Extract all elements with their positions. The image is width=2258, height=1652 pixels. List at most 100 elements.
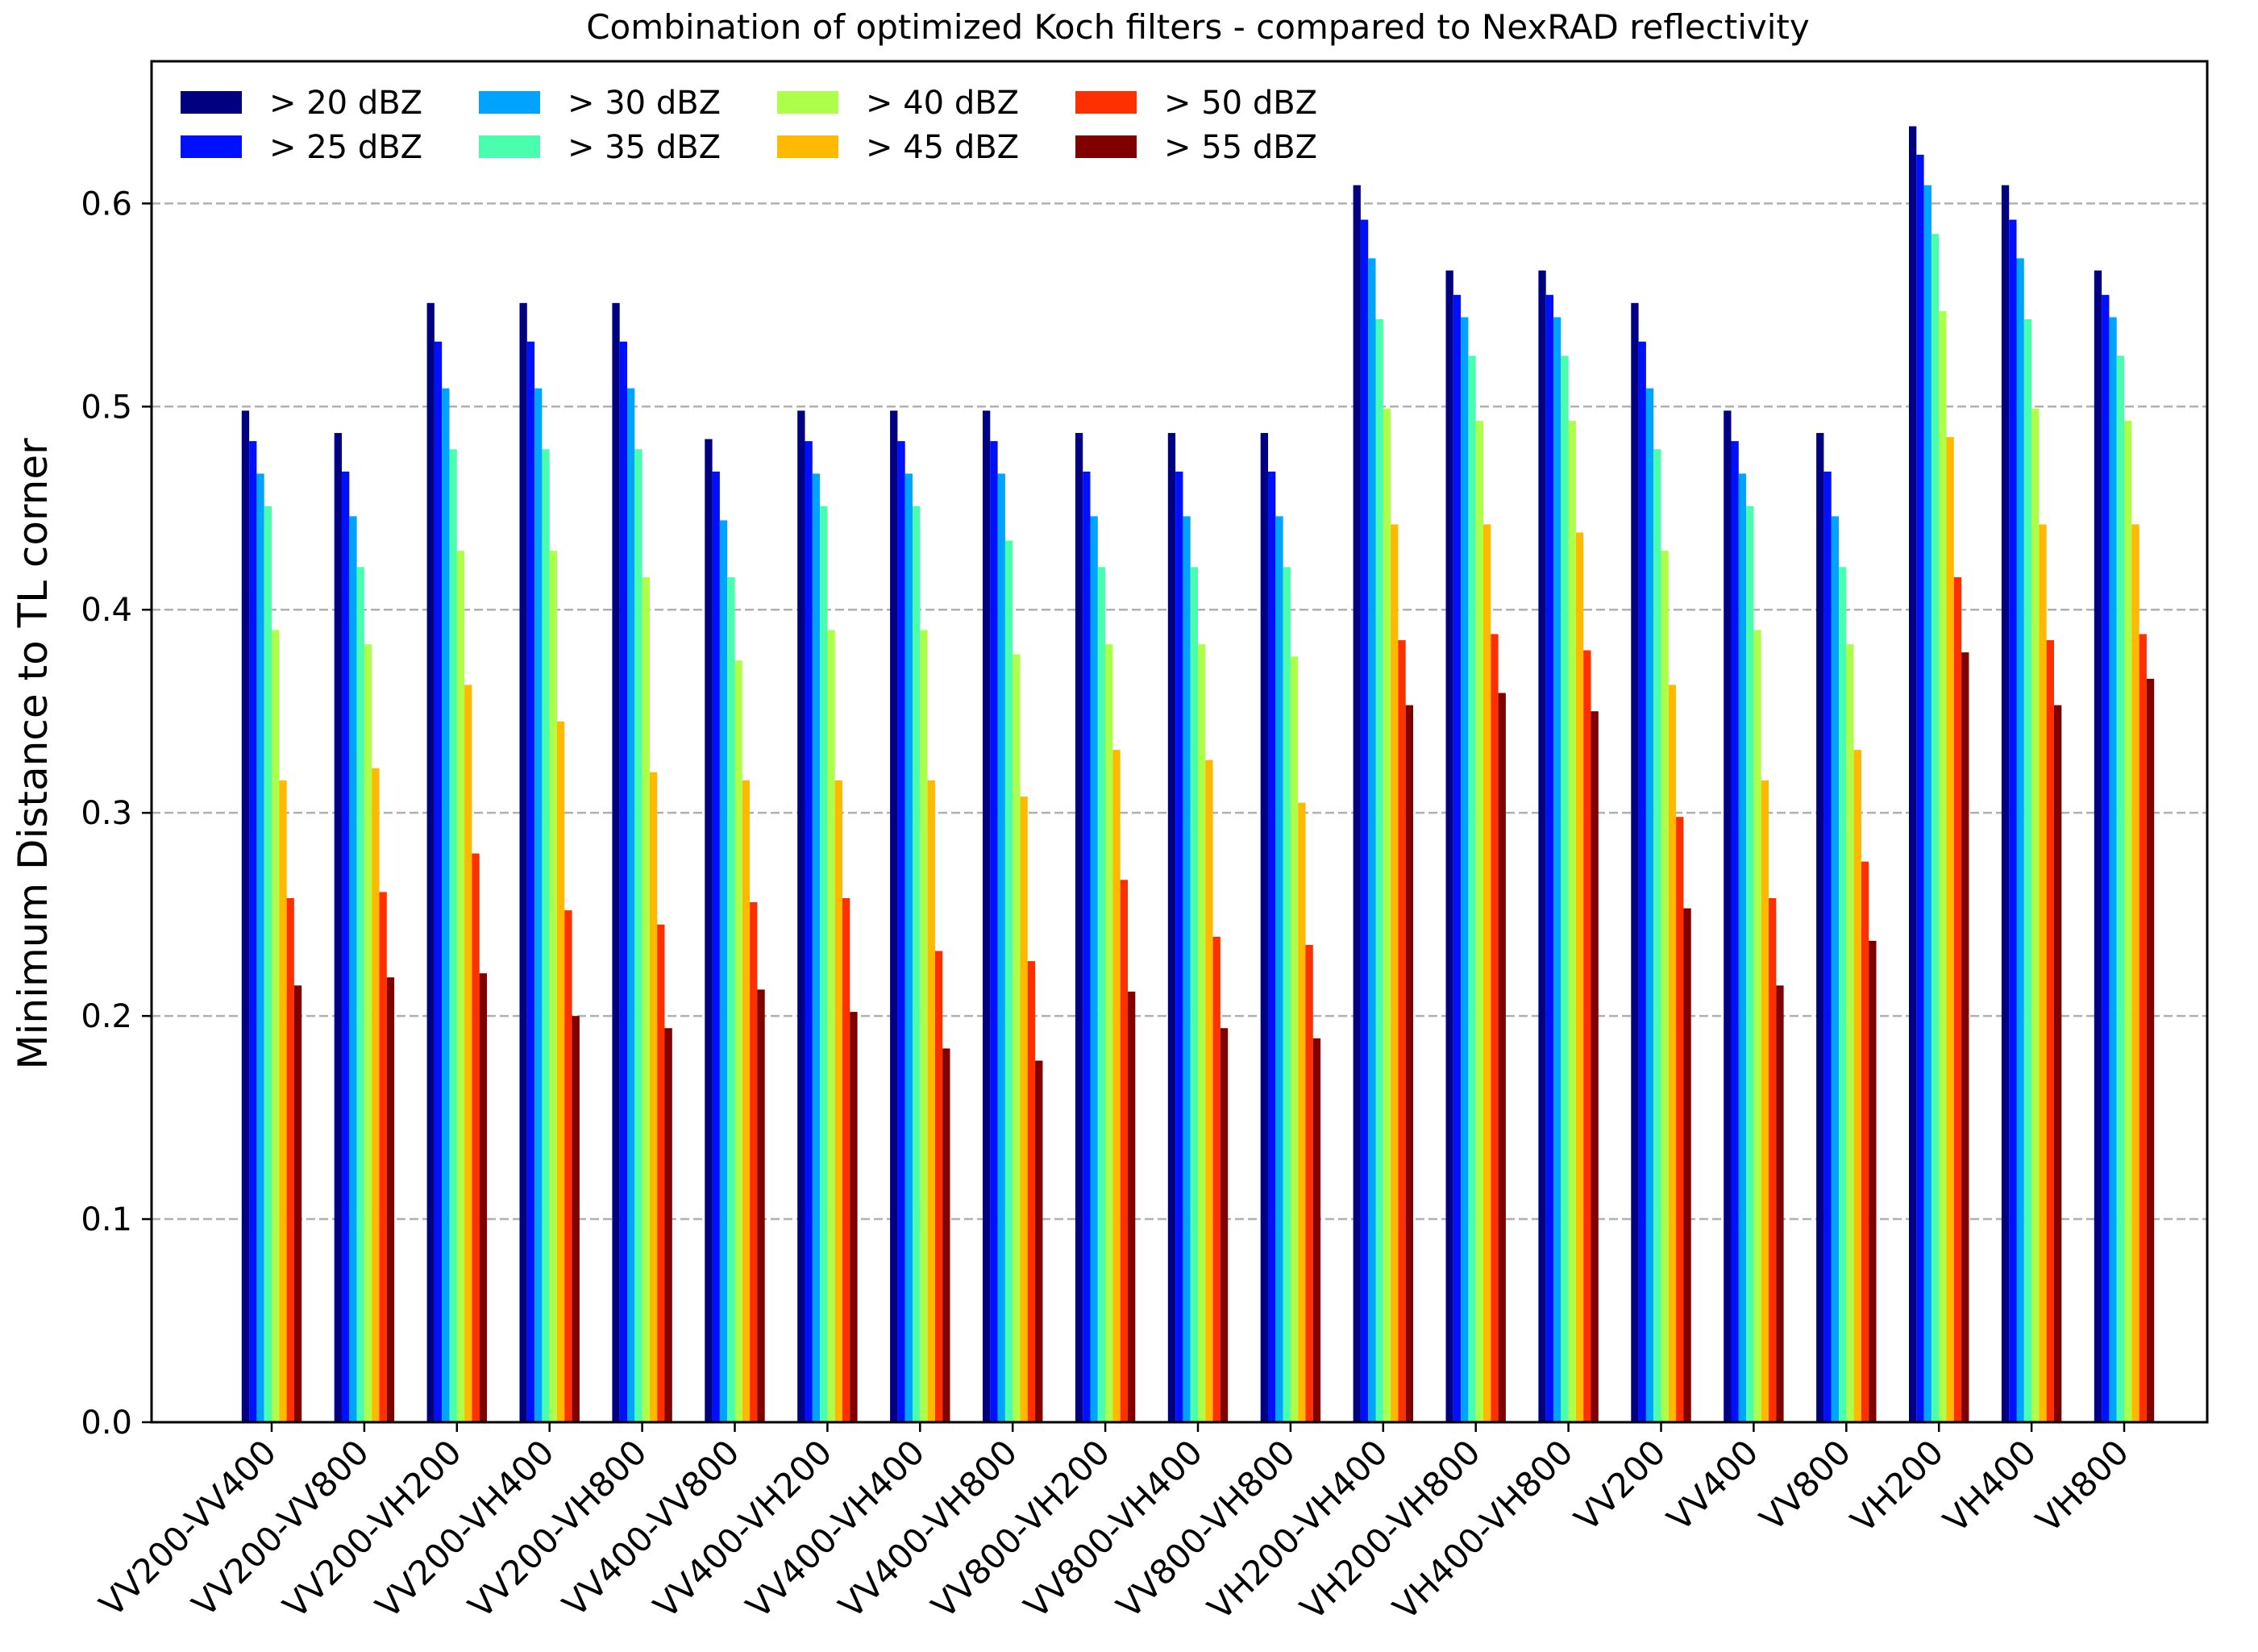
legend-label: > 25 dBZ	[269, 129, 422, 166]
bar	[2139, 634, 2147, 1422]
bar	[1561, 356, 1569, 1422]
bar	[1035, 1060, 1043, 1422]
y-tick-label: 0.4	[81, 592, 132, 629]
bar	[1190, 567, 1198, 1423]
bar	[1128, 991, 1136, 1422]
bar	[1268, 471, 1276, 1422]
bar	[1453, 294, 1462, 1423]
bar	[2031, 408, 2040, 1423]
bar	[1175, 471, 1183, 1422]
bar	[1823, 471, 1832, 1422]
bar	[750, 902, 758, 1422]
bar	[1946, 437, 1954, 1422]
bar	[890, 410, 898, 1423]
plot-area-frame	[150, 60, 2209, 1424]
x-tick-label: VV200	[1567, 1432, 1674, 1538]
bar	[797, 410, 805, 1423]
legend-label: > 30 dBZ	[568, 85, 721, 122]
bar	[1909, 126, 1917, 1423]
bar	[1816, 433, 1824, 1422]
bar	[549, 551, 557, 1422]
bar	[534, 388, 543, 1422]
bar	[1212, 936, 1220, 1422]
bar	[942, 1048, 950, 1422]
bar	[2054, 705, 2062, 1422]
bar	[272, 630, 280, 1422]
bar	[1498, 693, 1506, 1422]
bar	[364, 644, 372, 1422]
bar	[2109, 317, 2117, 1422]
chart-title: Combination of optimized Koch filters - …	[586, 7, 1810, 47]
bar	[1475, 420, 1483, 1422]
bar	[1923, 185, 1932, 1422]
bar	[827, 630, 835, 1422]
legend-swatch	[479, 135, 540, 158]
bar	[2116, 356, 2124, 1422]
bar	[1491, 634, 1499, 1422]
bar	[2001, 185, 2010, 1422]
bar	[1205, 759, 1213, 1422]
bar	[1105, 644, 1113, 1422]
bar	[241, 410, 250, 1423]
bar	[2094, 270, 2102, 1422]
bar	[449, 449, 457, 1422]
legend-swatch	[777, 91, 838, 114]
bar	[526, 341, 535, 1422]
legend-item: > 50 dBZ	[1075, 85, 1317, 122]
bar	[1383, 408, 1391, 1423]
legend-item: > 45 dBZ	[777, 129, 1019, 166]
bar	[997, 473, 1005, 1423]
bar	[264, 506, 272, 1422]
bar	[842, 897, 850, 1422]
bar	[1653, 449, 1661, 1422]
bar	[983, 410, 991, 1423]
bar	[1731, 441, 1739, 1422]
legend-label: > 55 dBZ	[1164, 129, 1317, 166]
bar	[342, 471, 350, 1422]
bar	[1260, 433, 1268, 1422]
bar	[649, 772, 658, 1422]
bar	[757, 989, 765, 1422]
bar	[356, 567, 364, 1423]
bar	[1183, 516, 1191, 1423]
bar	[472, 853, 480, 1422]
bar	[1360, 219, 1369, 1422]
bar	[434, 341, 443, 1422]
bar	[1861, 861, 1869, 1422]
bar	[1839, 567, 1847, 1423]
bar	[1461, 317, 1469, 1422]
legend-swatch	[181, 91, 242, 114]
bar	[1631, 302, 1639, 1422]
bar	[1353, 185, 1361, 1422]
bar	[1638, 341, 1646, 1422]
bar	[557, 721, 565, 1422]
bar	[286, 897, 294, 1422]
bar	[712, 471, 720, 1422]
bar	[1283, 567, 1291, 1423]
bar	[719, 520, 728, 1423]
legend-swatch	[1075, 135, 1137, 158]
bar	[334, 433, 342, 1422]
bar	[1683, 908, 1691, 1422]
bar	[2046, 640, 2054, 1422]
y-tick-label: 0.3	[81, 795, 132, 832]
y-tick-label: 0.1	[81, 1201, 132, 1238]
bar	[1538, 270, 1546, 1422]
bar	[1853, 750, 1861, 1422]
bar	[1776, 985, 1784, 1422]
bar	[1931, 234, 1940, 1422]
bar	[657, 924, 665, 1422]
bar	[456, 551, 465, 1422]
bar	[349, 516, 357, 1423]
bar	[1953, 576, 1962, 1422]
bar	[920, 630, 928, 1422]
bar	[542, 449, 550, 1422]
bar	[897, 441, 905, 1422]
legend-swatch	[777, 135, 838, 158]
bar	[564, 910, 572, 1422]
y-tick-label: 0.5	[81, 389, 132, 426]
legend-swatch	[181, 135, 242, 158]
bar	[727, 576, 735, 1422]
bar	[442, 388, 450, 1422]
